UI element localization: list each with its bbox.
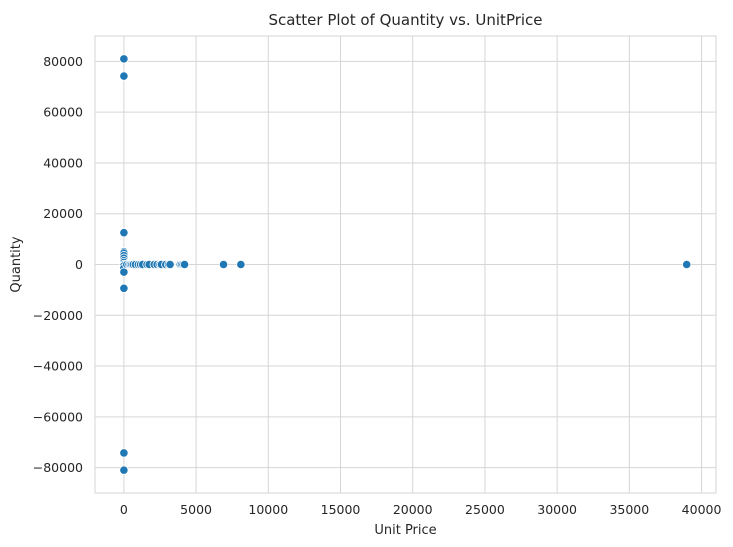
y-tick-label: 20000 — [43, 206, 83, 221]
data-point — [165, 259, 175, 270]
y-axis-title: Quantity — [9, 236, 24, 292]
data-point — [119, 465, 129, 475]
x-tick-label: 35000 — [609, 502, 649, 517]
y-tick-label: −20000 — [33, 308, 83, 323]
data-point — [119, 71, 129, 81]
y-tick-label: −60000 — [33, 409, 83, 424]
plot-frame — [94, 35, 717, 494]
data-point — [119, 283, 129, 293]
x-axis-title: Unit Price — [374, 523, 436, 538]
data-point — [682, 259, 692, 270]
y-tick-label: 0 — [75, 257, 83, 272]
x-tick-label: 25000 — [465, 502, 505, 517]
data-point — [119, 54, 129, 64]
y-tick-label: 40000 — [43, 155, 83, 170]
data-point — [119, 267, 129, 277]
y-tick-label: −80000 — [33, 460, 83, 475]
data-point — [119, 228, 129, 238]
y-tick-label: −40000 — [33, 359, 83, 374]
data-point — [179, 259, 190, 270]
grid-lines — [95, 36, 716, 493]
y-tick-label: 60000 — [43, 105, 83, 120]
y-tick-label: 80000 — [43, 54, 83, 69]
x-tick-label: 5000 — [180, 502, 212, 517]
data-point — [236, 259, 246, 270]
data-points — [119, 54, 692, 475]
chart-title: Scatter Plot of Quantity vs. UnitPrice — [268, 11, 542, 29]
x-tick-label: 30000 — [537, 502, 577, 517]
y-tick-labels: −80000 −60000 −40000 −20000 0 20000 40000 60000… — [33, 54, 83, 475]
x-tick-label: 10000 — [248, 502, 288, 517]
x-tick-labels: 0 5000 10000 15000 20000 25000 30000 35000 40000 — [120, 502, 722, 517]
data-point — [218, 259, 229, 270]
x-tick-label: 40000 — [682, 502, 722, 517]
x-tick-label: 15000 — [321, 502, 361, 517]
data-point — [119, 448, 129, 458]
x-tick-label: 20000 — [393, 502, 433, 517]
x-tick-label: 0 — [120, 502, 128, 517]
